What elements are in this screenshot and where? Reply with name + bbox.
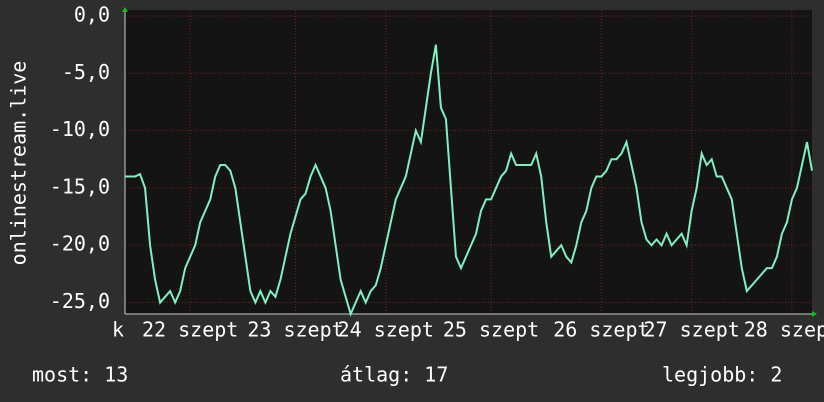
y-tick-label: -20,0	[50, 232, 110, 256]
y-axis-label: onlinestream.live	[7, 61, 31, 266]
y-tick-label: -10,0	[50, 117, 110, 141]
x-tick-label: k	[112, 318, 124, 342]
footer-best: legjobb: 2	[662, 363, 782, 387]
footer-current: most: 13	[32, 363, 128, 387]
y-tick-label: 0,0	[74, 3, 110, 27]
x-tick-label: 23 szept	[247, 318, 343, 342]
axis-arrow	[812, 311, 817, 317]
x-tick-label: 26 szept	[553, 318, 649, 342]
footer-average: átlag: 17	[340, 363, 448, 387]
x-tick-label: 28 szept	[744, 318, 824, 342]
plot-area	[125, 10, 812, 314]
x-tick-label: 22 szept	[142, 318, 238, 342]
y-tick-label: -25,0	[50, 289, 110, 313]
axis-arrow	[122, 7, 128, 12]
x-tick-label: 25 szept	[443, 318, 539, 342]
data-line	[125, 44, 813, 317]
y-tick-label: -15,0	[50, 174, 110, 198]
x-tick-label: 24 szept	[338, 318, 434, 342]
y-tick-label: -5,0	[62, 60, 110, 84]
x-tick-label: 27 szept	[643, 318, 739, 342]
